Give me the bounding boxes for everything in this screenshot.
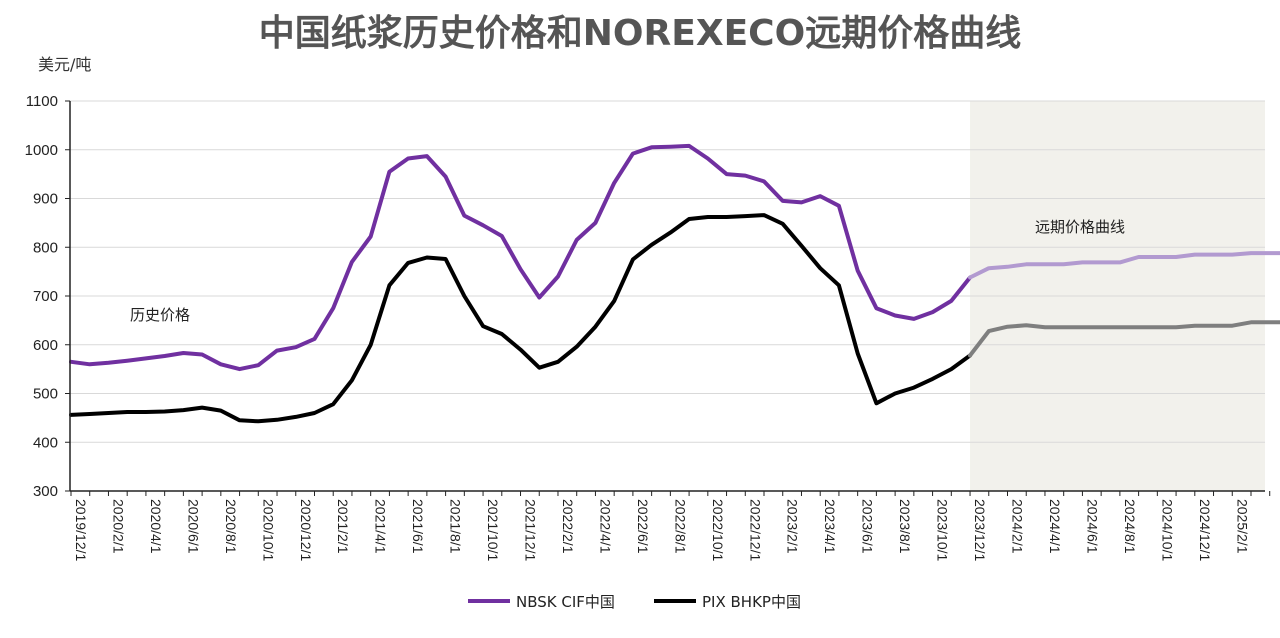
x-tick-label: 2020/6/1 [185,499,201,554]
forward-annotation: 远期价格曲线 [1035,218,1125,236]
x-tick-label: 2024/12/1 [1197,499,1213,561]
x-tick-label: 2024/6/1 [1084,499,1100,554]
x-tick-label: 2025/2/1 [1234,499,1250,554]
x-tick-label: 2021/12/1 [523,499,539,561]
legend-label-pix: PIX BHKP中国 [702,593,801,611]
series-line-historical [69,143,972,372]
x-tick-label: 2020/10/1 [260,499,276,561]
y-axis-ticks: 300 400 500 600 700 800 900 1000 1100 [25,93,70,500]
x-tick-label: 2019/12/1 [73,499,89,561]
legend: NBSK CIF中国 PIX BHKP中国 [468,593,801,611]
x-tick-label: 2023/6/1 [860,499,876,554]
x-tick-label: 2021/10/1 [485,499,501,561]
x-tick-label: 2024/4/1 [1047,499,1063,554]
x-tick-label: 2020/8/1 [223,499,239,554]
x-tick-label: 2021/2/1 [335,499,351,554]
x-tick-label: 2021/8/1 [448,499,464,554]
x-tick-label: 2020/2/1 [110,499,126,554]
x-tick-label: 2020/4/1 [148,499,164,554]
x-tick-label: 2023/8/1 [897,499,913,554]
y-tick-label: 500 [33,386,58,403]
y-tick-label: 800 [33,239,58,256]
y-tick-label: 400 [33,434,58,451]
x-tick-label: 2020/12/1 [298,499,314,561]
y-tick-label: 600 [33,337,58,354]
x-tick-label: 2022/10/1 [710,499,726,561]
y-tick-label: 900 [33,191,58,208]
x-axis-ticks: 2019/12/1 2020/2/1 2020/4/1 2020/6/1 2020/8/… [70,491,1271,561]
chart-title: 中国纸浆历史价格和NOREXECO远期价格曲线 [259,13,1021,54]
x-tick-label: 2024/10/1 [1159,499,1175,561]
y-tick-label: 1000 [25,142,58,159]
x-tick-label: 2022/6/1 [635,499,651,554]
y-tick-label: 1100 [26,93,58,110]
x-tick-label: 2022/2/1 [560,499,576,554]
x-tick-label: 2022/12/1 [747,499,763,561]
y-tick-label: 300 [33,483,58,500]
x-tick-label: 2023/10/1 [935,499,951,561]
series-lines [69,143,1280,424]
x-tick-label: 2023/2/1 [785,499,801,554]
x-tick-label: 2021/4/1 [373,499,389,554]
x-tick-label: 2023/4/1 [822,499,838,554]
y-tick-label: 700 [33,288,58,305]
legend-label-nbsk: NBSK CIF中国 [516,593,615,611]
series-line-historical [69,213,972,424]
x-tick-label: 2022/8/1 [672,499,688,554]
series-line-forward [968,320,1280,358]
historical-annotation: 历史价格 [130,306,190,324]
series-line-forward [968,251,1280,280]
x-tick-label: 2022/4/1 [597,499,613,554]
x-tick-label: 2021/6/1 [410,499,426,554]
y-axis-unit-label: 美元/吨 [38,55,91,74]
x-tick-label: 2024/2/1 [1010,499,1026,554]
x-tick-label: 2023/12/1 [972,499,988,561]
x-tick-label: 2024/8/1 [1122,499,1138,554]
